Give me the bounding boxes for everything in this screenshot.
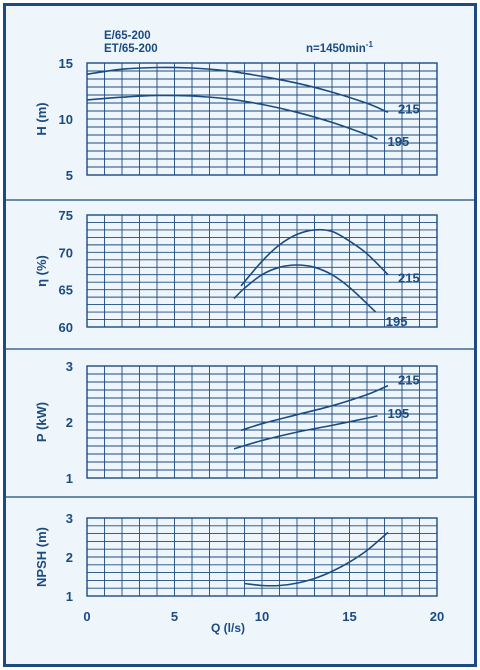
- series-label: 215: [398, 373, 420, 388]
- y-tick-label: 2: [66, 550, 73, 565]
- y-tick-label: 65: [59, 283, 73, 298]
- x-tick-label: 20: [430, 609, 444, 624]
- y-tick-label: 1: [66, 471, 73, 486]
- series-label: 195: [388, 406, 410, 421]
- y-axis-label: NPSH (m): [34, 527, 49, 587]
- y-axis-label: P (kW): [34, 402, 49, 442]
- panel-4: 1 2 3 NPSH (m): [34, 511, 438, 604]
- y-tick-label: 2: [66, 415, 73, 430]
- series-line-npsh: [244, 531, 389, 587]
- plot-border: [86, 365, 438, 479]
- chart-frame: [3, 3, 477, 667]
- x-tick-label: 15: [342, 609, 356, 624]
- y-tick-label: 60: [59, 320, 73, 335]
- y-tick-label: 75: [59, 208, 73, 223]
- series-line-195: [233, 415, 378, 450]
- model-title-1: E/65-200: [104, 30, 151, 42]
- series-line-215: [240, 384, 389, 432]
- panel-3: 1 2 3 P (kW) 215 195: [6, 359, 474, 498]
- speed-label: n=1450min-1: [306, 40, 373, 55]
- series-line-215: [86, 66, 389, 114]
- series-line-195: [233, 264, 377, 313]
- model-title-2: ET/65-200: [104, 43, 158, 55]
- y-tick-label: 3: [66, 511, 73, 526]
- series-label: 195: [386, 314, 408, 329]
- series-label: 195: [388, 134, 410, 149]
- y-tick-label: 1: [66, 589, 73, 604]
- x-tick-label: 0: [83, 609, 90, 624]
- y-tick-label: 3: [66, 359, 73, 374]
- panel-2: 60 65 70 75 η (%) 215 195: [6, 208, 474, 350]
- plot-border: [86, 62, 438, 176]
- series-label: 215: [398, 101, 420, 116]
- series-line-215: [240, 228, 389, 287]
- y-tick-label: 70: [59, 245, 73, 260]
- y-tick-label: 15: [59, 56, 73, 71]
- series-label: 215: [398, 271, 420, 286]
- y-axis-label: H (m): [34, 102, 49, 135]
- y-tick-label: 10: [59, 112, 73, 127]
- plot-border: [86, 517, 438, 597]
- y-axis-label: η (%): [34, 255, 49, 287]
- panel-1: 5 10 15 H (m) 215 195: [6, 56, 474, 201]
- plot-border: [86, 214, 438, 328]
- x-axis-label: Q (l/s): [211, 621, 245, 635]
- x-tick-label: 10: [255, 609, 269, 624]
- series-line-195: [86, 94, 378, 140]
- y-tick-label: 5: [66, 168, 73, 183]
- x-tick-label: 5: [171, 609, 178, 624]
